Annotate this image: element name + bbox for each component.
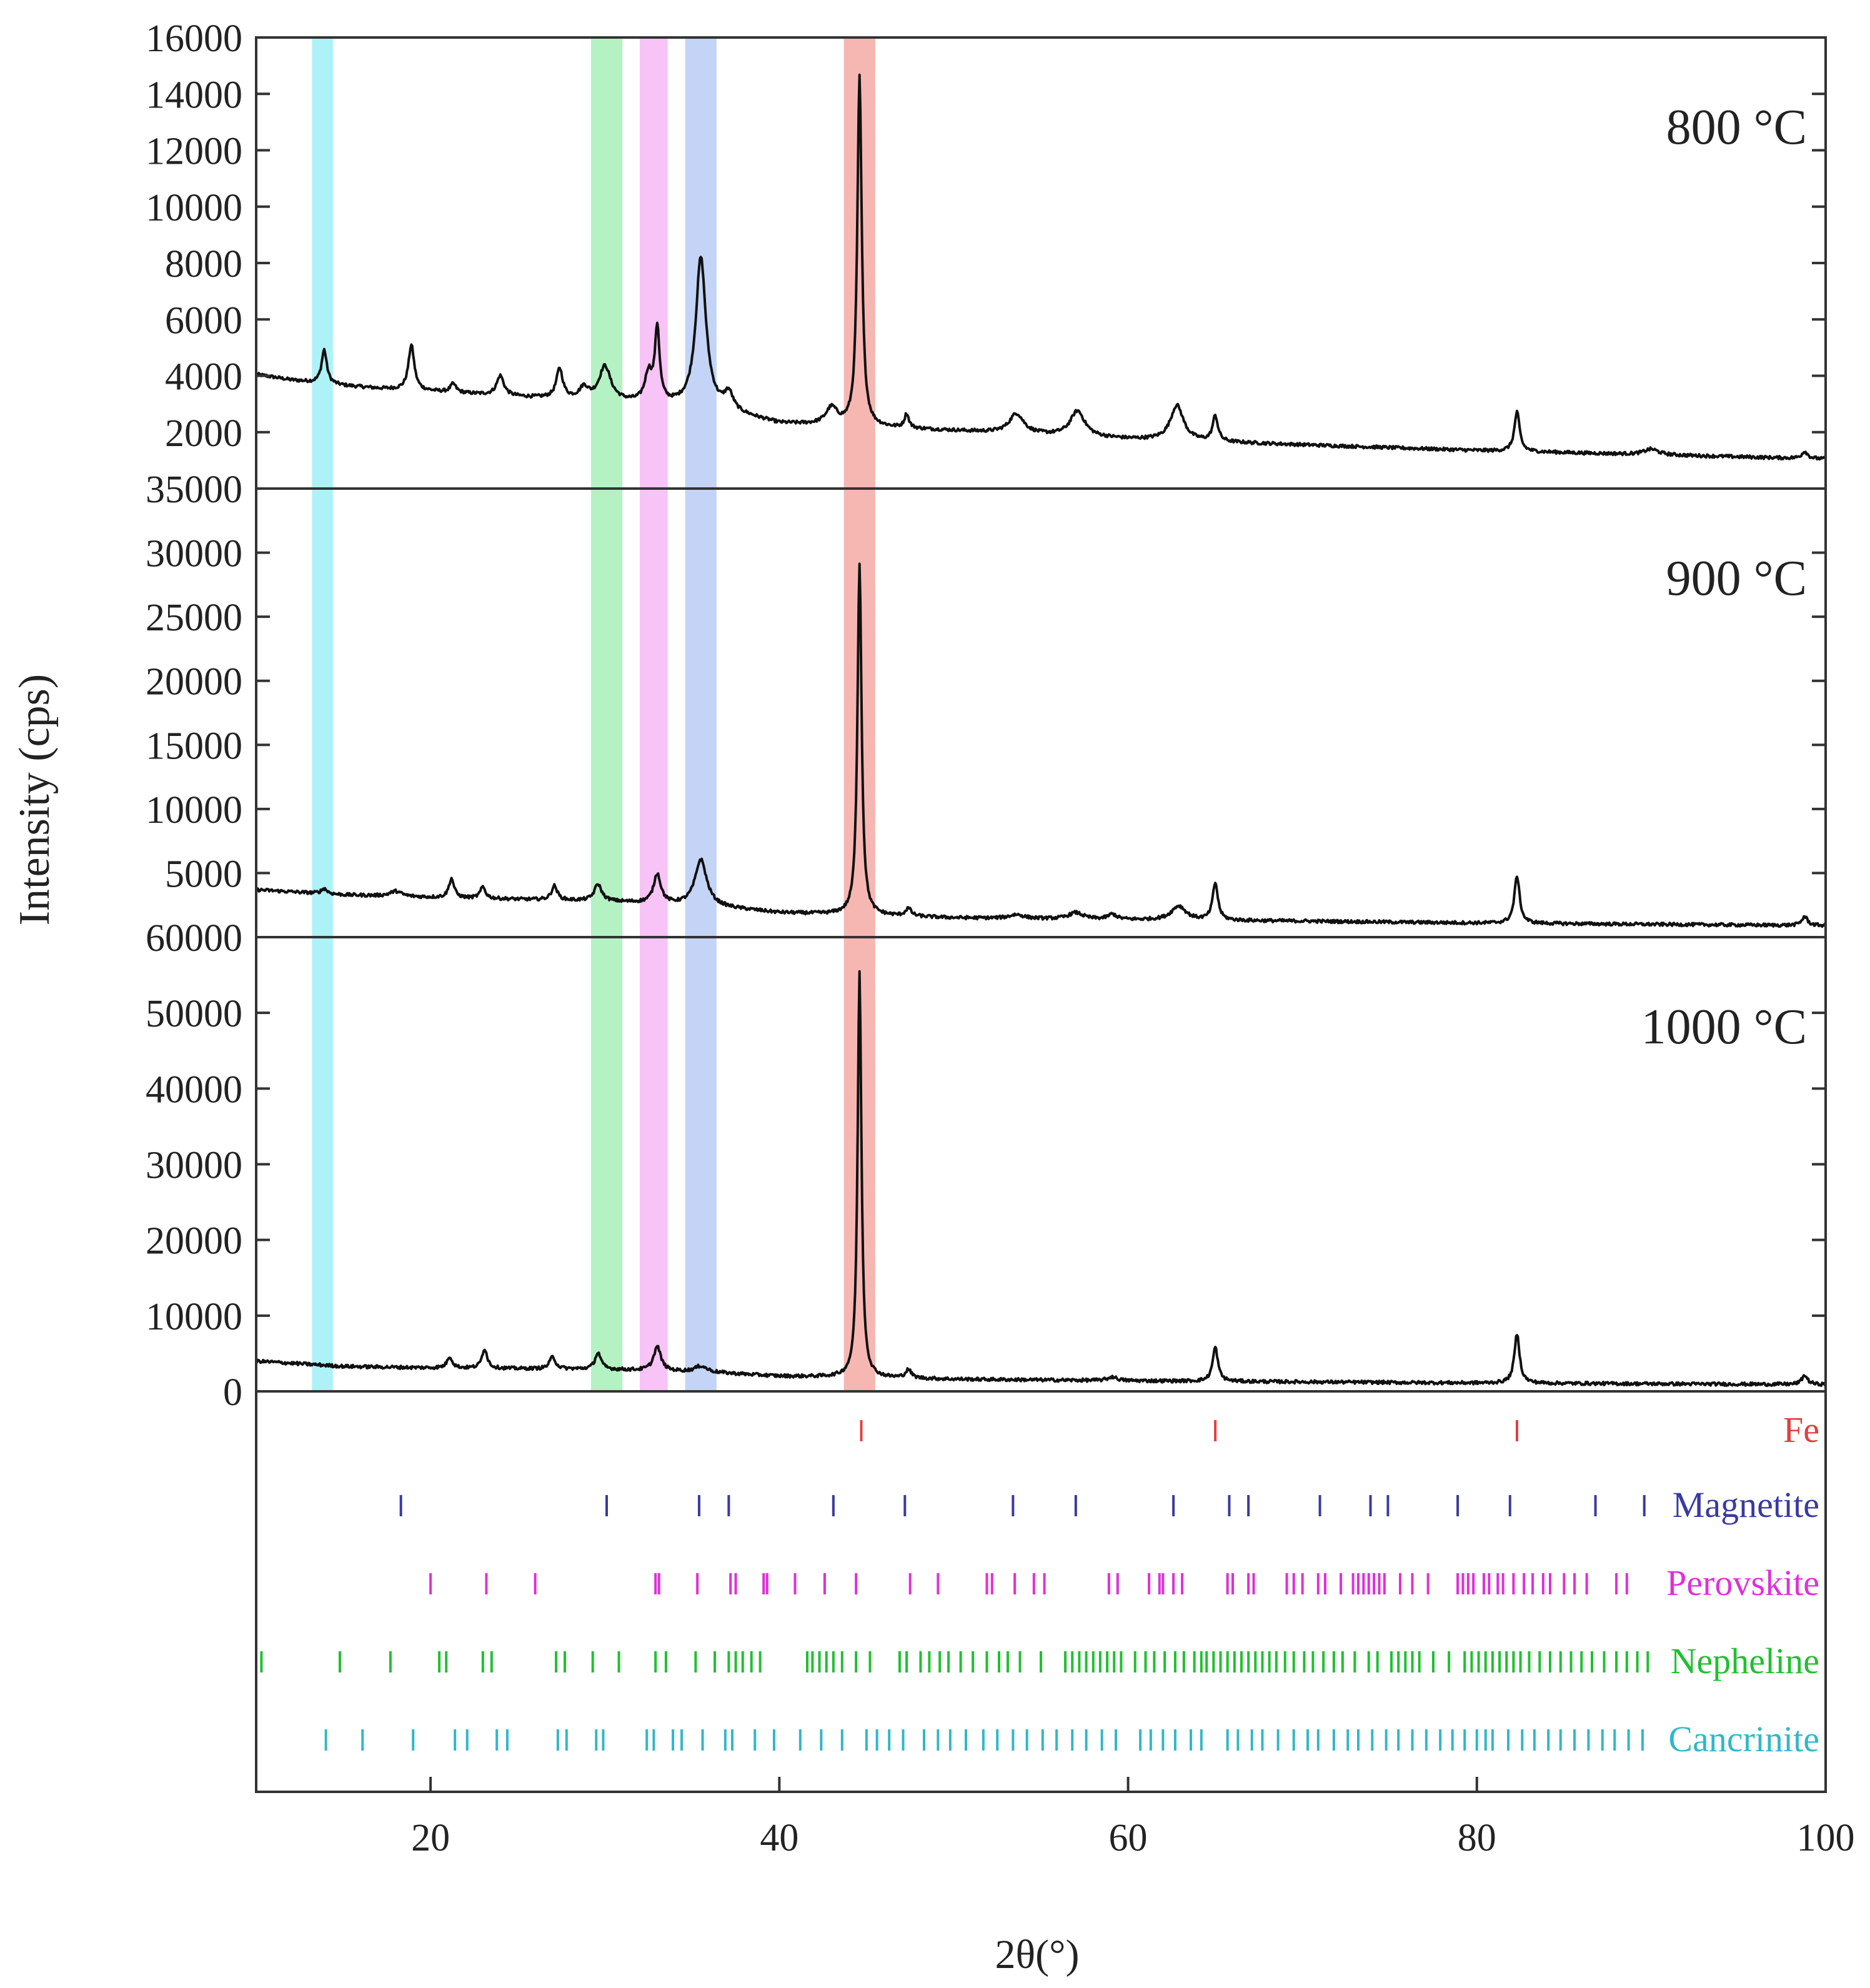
y-tick-label: 15000: [146, 725, 242, 767]
reference-label: Nepheline: [1671, 1641, 1819, 1681]
x-tick-label: 20: [411, 1817, 450, 1859]
y-tick-label: 10000: [146, 1296, 242, 1338]
y-tick-label: 25000: [146, 597, 242, 639]
panel-labels: 800 °C 900 °C 1000 °C: [1641, 100, 1807, 1055]
y-tick-label: 0: [223, 1371, 242, 1414]
x-axis-label: 2θ(°): [995, 1932, 1080, 1977]
y-tick-label: 10000: [146, 187, 242, 229]
magnetite-band: [685, 39, 717, 1390]
x-tick-label: 40: [760, 1817, 798, 1859]
cancrinite-band: [312, 39, 333, 1390]
y-tick-label: 4000: [165, 356, 242, 399]
fe-band: [843, 39, 875, 1390]
y-tick-label: 20000: [146, 661, 242, 703]
highlight-bands: [312, 39, 875, 1390]
y-tick-label: 30000: [146, 1145, 242, 1187]
y-tick-label: 8000: [165, 243, 242, 286]
panel-label: 900 °C: [1666, 551, 1807, 606]
y-tick-label: 2000: [165, 412, 242, 455]
x-tick-label: 80: [1458, 1817, 1496, 1859]
y-tick-label: 30000: [146, 533, 242, 575]
perovskite-band: [640, 39, 668, 1390]
spectrum-line: [255, 562, 1827, 928]
y-tick-label: 20000: [146, 1220, 242, 1263]
panel-label: 800 °C: [1666, 100, 1807, 155]
y-tick-label: 5000: [165, 853, 242, 895]
y-tick-label: 35000: [146, 469, 242, 511]
spectrum-line: [255, 73, 1826, 461]
reference-label: Fe: [1783, 1409, 1819, 1450]
y-axis-label: Intensity (cps): [11, 674, 59, 925]
y-tick-label: 16000: [146, 17, 242, 60]
spectra: [255, 73, 1827, 1388]
reference-label: Magnetite: [1673, 1484, 1819, 1525]
reference-frame: [255, 1390, 1827, 1793]
y-tick-label: 50000: [146, 993, 242, 1035]
y-tick-label: 12000: [146, 131, 242, 173]
y-tick-label: 14000: [146, 74, 242, 116]
spectrum-line: [255, 970, 1827, 1388]
x-tick-label: 100: [1797, 1817, 1855, 1859]
y-tick-label: 10000: [146, 789, 242, 832]
y-tick-label: 6000: [165, 299, 242, 342]
y-tick-label: 40000: [146, 1068, 242, 1111]
x-axis: 20 40 60 80 100: [411, 1777, 1855, 1859]
y-tick-label: 60000: [146, 917, 242, 960]
x-tick-label: 60: [1109, 1817, 1148, 1859]
panel-label: 1000 °C: [1641, 1000, 1807, 1055]
reference-phases: Fe Magnetite Perovskite Nepheline Cancrinite: [260, 1409, 1819, 1759]
reference-label: Perovskite: [1666, 1563, 1819, 1603]
reference-label: Cancrinite: [1668, 1719, 1819, 1759]
y-axes: 2000 4000 6000 8000 10000 12000 14000 16000 5000…: [146, 17, 1826, 1414]
nepheline-band: [590, 39, 623, 1390]
